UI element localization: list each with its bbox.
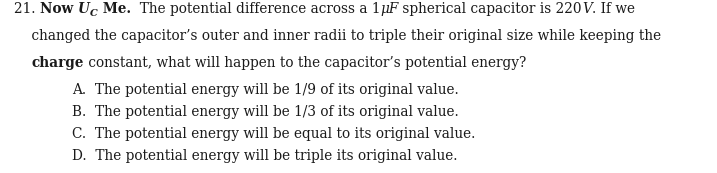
Text: . If we: . If we xyxy=(592,2,635,16)
Text: D.  The potential energy will be triple its original value.: D. The potential energy will be triple i… xyxy=(72,149,457,163)
Text: The potential difference across a 1: The potential difference across a 1 xyxy=(130,2,380,16)
Text: constant, what will happen to the capacitor’s potential energy?: constant, what will happen to the capaci… xyxy=(84,56,526,70)
Text: changed the capacitor’s outer and inner radii to triple their original size whil: changed the capacitor’s outer and inner … xyxy=(14,29,661,43)
Text: μF: μF xyxy=(380,2,399,16)
Text: Now: Now xyxy=(40,2,78,16)
Text: B.  The potential energy will be 1/3 of its original value.: B. The potential energy will be 1/3 of i… xyxy=(72,105,459,119)
Text: V: V xyxy=(582,2,592,16)
Text: Me.: Me. xyxy=(98,2,130,16)
Text: C: C xyxy=(90,9,98,18)
Text: 21.: 21. xyxy=(14,2,40,16)
Text: U: U xyxy=(78,2,90,16)
Text: A.  The potential energy will be 1/9 of its original value.: A. The potential energy will be 1/9 of i… xyxy=(72,83,459,97)
Text: charge: charge xyxy=(32,56,84,70)
Text: spherical capacitor is 220: spherical capacitor is 220 xyxy=(399,2,582,16)
Text: C.  The potential energy will be equal to its original value.: C. The potential energy will be equal to… xyxy=(72,127,475,141)
